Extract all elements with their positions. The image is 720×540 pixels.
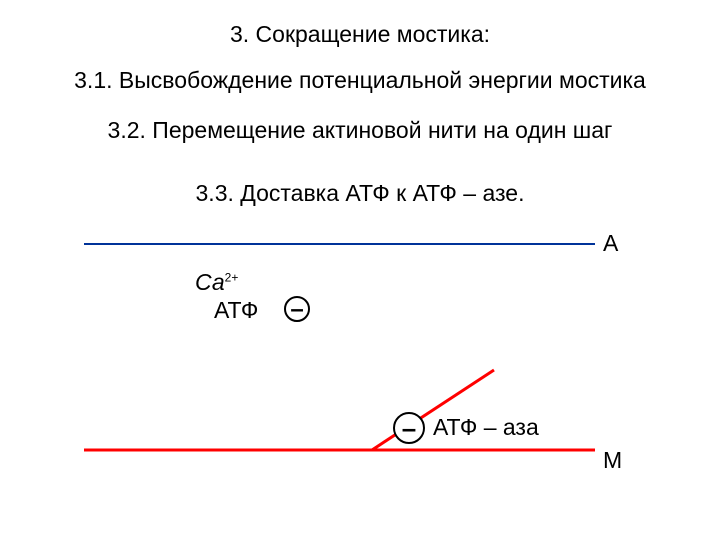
ca-text: Са (195, 269, 225, 295)
heading-4: 3.3. Доставка АТФ к АТФ – азе. (0, 180, 720, 207)
label-Ca: Са2+ (195, 269, 238, 296)
heading-1: 3. Сокращение мостика: (0, 21, 720, 48)
label-M: М (603, 447, 622, 474)
atpase-minus: – (402, 413, 416, 443)
ca-sup: 2+ (225, 270, 239, 284)
heading-2: 3.1. Высвобождение потенциальной энергии… (0, 67, 720, 94)
label-ATPase: АТФ – аза (433, 414, 539, 441)
heading-3: 3.2. Перемещение актиновой нити на один … (0, 117, 720, 144)
atp-minus: – (290, 296, 303, 323)
label-ATP: АТФ (214, 297, 258, 324)
label-A: А (603, 230, 618, 257)
